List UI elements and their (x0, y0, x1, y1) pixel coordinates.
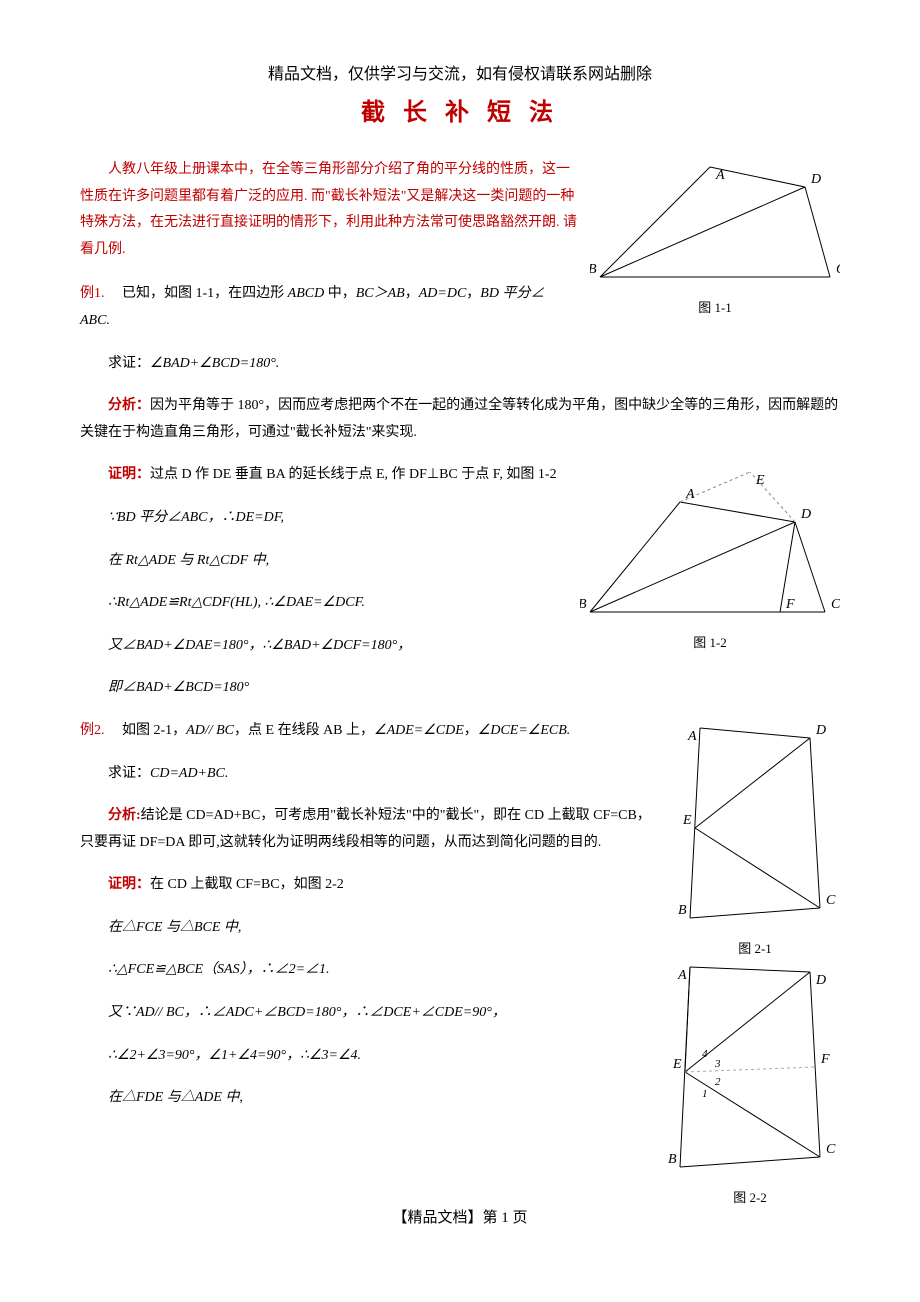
svg-text:D: D (815, 973, 826, 988)
ex2-mid: ，点 E 在线段 AB 上， (234, 723, 374, 738)
svg-text:C: C (826, 1142, 836, 1157)
ex2-adbc: AD// BC (186, 723, 234, 738)
ex1-toprove-label: 求证： (108, 356, 150, 371)
ex1-bcab: BC＞AB (356, 286, 405, 301)
ex2-analysis-label: 分析: (108, 808, 141, 823)
svg-text:C: C (826, 893, 836, 908)
ex1-proof-label: 证明： (108, 467, 150, 482)
ex2-toprove-label: 求证： (108, 766, 150, 781)
page-footer: 【精品文档】第 1 页 (80, 1206, 840, 1227)
example1-label: 例1. (80, 286, 105, 301)
figure-1-2: A B C D E F 图 1-2 (580, 462, 840, 651)
svg-text:A: A (687, 729, 697, 744)
svg-text:A: A (677, 968, 687, 983)
ex1-toprove: 求证：∠BAD+∠BCD=180°. (80, 351, 840, 378)
ex1-analysis-text: 因为平角等于 180°，因而应考虑把两个不在一起的通过全等转化成为平角，图中缺少… (80, 398, 838, 440)
ex1-addc: AD=DC (419, 286, 467, 301)
figure-2-1-label: 图 2-1 (670, 938, 840, 957)
svg-text:F: F (820, 1052, 830, 1067)
ex2-analysis-text: 结论是 CD=AD+BC，可考虑用"截长补短法"中的"截长"，即在 CD 上截取… (80, 808, 651, 850)
ex1-proof-intro-text: 过点 D 作 DE 垂直 BA 的延长线于点 E, 作 DF⊥BC 于点 F, … (150, 467, 557, 482)
ex1-step5: 即∠BAD+∠BCD=180° (80, 675, 840, 702)
svg-text:3: 3 (714, 1058, 721, 1070)
example2-label: 例2. (80, 723, 105, 738)
svg-text:2: 2 (715, 1076, 721, 1088)
ex1-abcd: ABCD (288, 286, 325, 301)
svg-text:C: C (836, 262, 840, 277)
ex2-ang2: ∠DCE=∠ECB. (478, 723, 571, 738)
svg-text:D: D (800, 507, 811, 522)
svg-text:4: 4 (702, 1048, 708, 1060)
svg-text:B: B (590, 262, 597, 277)
ex1-analysis-label: 分析： (108, 398, 150, 413)
ex2-given-prefix: 如图 2-1， (122, 723, 186, 738)
ex1-analysis: 分析：因为平角等于 180°，因而应考虑把两个不在一起的通过全等转化成为平角，图… (80, 393, 840, 446)
svg-text:C: C (831, 597, 840, 612)
ex1-bd: BD 平分∠ (480, 286, 544, 301)
ex2-proof-label: 证明： (108, 877, 150, 892)
svg-text:E: E (755, 473, 765, 488)
figure-1-1-label: 图 1-1 (590, 297, 840, 316)
svg-text:E: E (672, 1057, 682, 1072)
ex1-toprove-text: ∠BAD+∠BCD=180°. (150, 356, 279, 371)
svg-text:A: A (685, 487, 695, 502)
svg-text:D: D (815, 723, 826, 738)
svg-text:B: B (580, 597, 587, 612)
header-note: 精品文档，仅供学习与交流，如有侵权请联系网站删除 (80, 60, 840, 84)
figure-2-2: A D B C E F 43 21 图 2-2 (660, 957, 840, 1206)
svg-text:B: B (668, 1152, 677, 1167)
page-title: 截 长 补 短 法 (80, 92, 840, 127)
ex1-given-prefix: 已知，如图 1-1，在四边形 (122, 286, 288, 301)
figure-1-1: A B C D 图 1-1 (590, 157, 840, 316)
figure-2-2-label: 图 2-2 (660, 1187, 840, 1206)
ex1-given-mid: 中， (324, 286, 356, 301)
svg-text:F: F (785, 597, 795, 612)
ex2-toprove-text: CD=AD+BC. (150, 766, 228, 781)
figure-2-1: A D B C E 图 2-1 (670, 718, 840, 957)
svg-text:D: D (810, 172, 821, 187)
ex2-ang1: ∠ADE=∠CDE (374, 723, 464, 738)
svg-text:1: 1 (702, 1088, 708, 1100)
ex2-proof-intro-text: 在 CD 上截取 CF=BC，如图 2-2 (150, 877, 344, 892)
svg-text:B: B (678, 903, 687, 918)
figure-1-2-label: 图 1-2 (580, 632, 840, 651)
svg-text:E: E (682, 813, 692, 828)
ex1-abc-end: ABC. (80, 313, 110, 328)
svg-text:A: A (715, 168, 725, 183)
